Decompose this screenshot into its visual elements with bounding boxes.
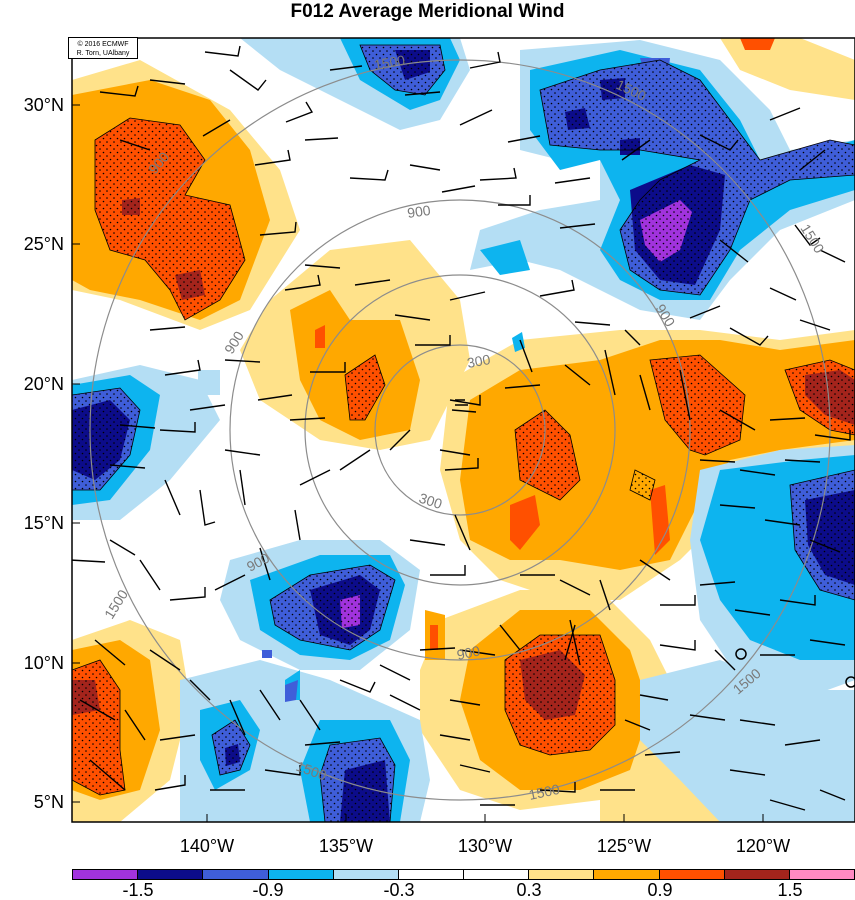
colorbar-segment: [333, 870, 399, 879]
colorbar-segment: [73, 870, 139, 879]
positive-strong-field: [740, 38, 775, 50]
colorbar-segment: [268, 870, 334, 879]
latitude-label: 30°N: [23, 95, 64, 115]
latitude-label: 10°N: [23, 653, 64, 673]
range-rings: [89, 59, 831, 801]
ring-label: 900: [455, 642, 481, 663]
negative-light-field: [640, 660, 855, 822]
colorbar-segment: [724, 870, 790, 879]
shaded-fields: [72, 38, 855, 822]
colorbar-label: 1.5: [777, 880, 803, 900]
positive-light-field: [720, 38, 855, 100]
ring-label: 300: [417, 490, 444, 513]
negative-medium-field: [512, 332, 525, 352]
colorbar-label: -0.3: [383, 880, 415, 900]
axis-ticks: [72, 104, 764, 822]
colorbar-label: 0.9: [647, 880, 673, 900]
ring-label: 300: [466, 351, 492, 371]
ring-label: 900: [406, 202, 432, 221]
positive-medium-field: [460, 340, 855, 570]
latitude-label: 20°N: [23, 374, 64, 394]
colorbar-segment: [529, 870, 595, 879]
copyright-box: © 2016 ECMWF R. Torn, UAlbany: [68, 37, 138, 59]
colorbar-label: -0.9: [252, 880, 284, 900]
colorbar-label: -1.5: [122, 880, 154, 900]
negative-medium-field: [480, 240, 530, 275]
negative-strong-field: [262, 650, 272, 658]
latitude-label: 25°N: [23, 234, 64, 254]
colorbar-segment: [138, 870, 204, 879]
marker-circle: [735, 648, 747, 660]
wind-barbs: [72, 45, 851, 811]
positive-strong-field: [315, 325, 325, 348]
copyright-line: © 2016 ECMWF: [77, 41, 129, 48]
plot-frame: [71, 37, 855, 823]
positive-strong-field: [430, 625, 438, 650]
colorbar-segment: [398, 870, 465, 879]
colorbar-segment: [464, 870, 530, 879]
positive-strong-field: [650, 485, 670, 555]
colorbar-segment: [659, 870, 725, 879]
significance-stipple: [72, 44, 855, 822]
latitude-label: 15°N: [23, 513, 64, 533]
longitude-label: 120°W: [735, 836, 791, 856]
credit-line: R. Torn, UAlbany: [76, 50, 130, 57]
longitude-label: 130°W: [457, 836, 513, 856]
chart-title: F012 Average Meridional Wind: [290, 1, 565, 22]
colorbar-label: 0.3: [516, 880, 542, 900]
positive-strong-field: [510, 495, 540, 550]
longitude-label: 125°W: [596, 836, 652, 856]
ring-label: 1500: [527, 781, 561, 803]
ring-label: 1500: [373, 52, 407, 73]
latitude-label: 5°N: [33, 792, 64, 812]
longitude-label: 140°W: [179, 836, 235, 856]
colorbar-segment: [789, 870, 855, 879]
colorbar-segment: [203, 870, 269, 879]
longitude-label: 135°W: [318, 836, 374, 856]
negative-strong-field: [285, 680, 298, 702]
colorbar-segment: [594, 870, 660, 879]
colorbar: [72, 869, 855, 880]
negative-light-field: [198, 370, 220, 395]
marker-circle: [845, 676, 855, 688]
